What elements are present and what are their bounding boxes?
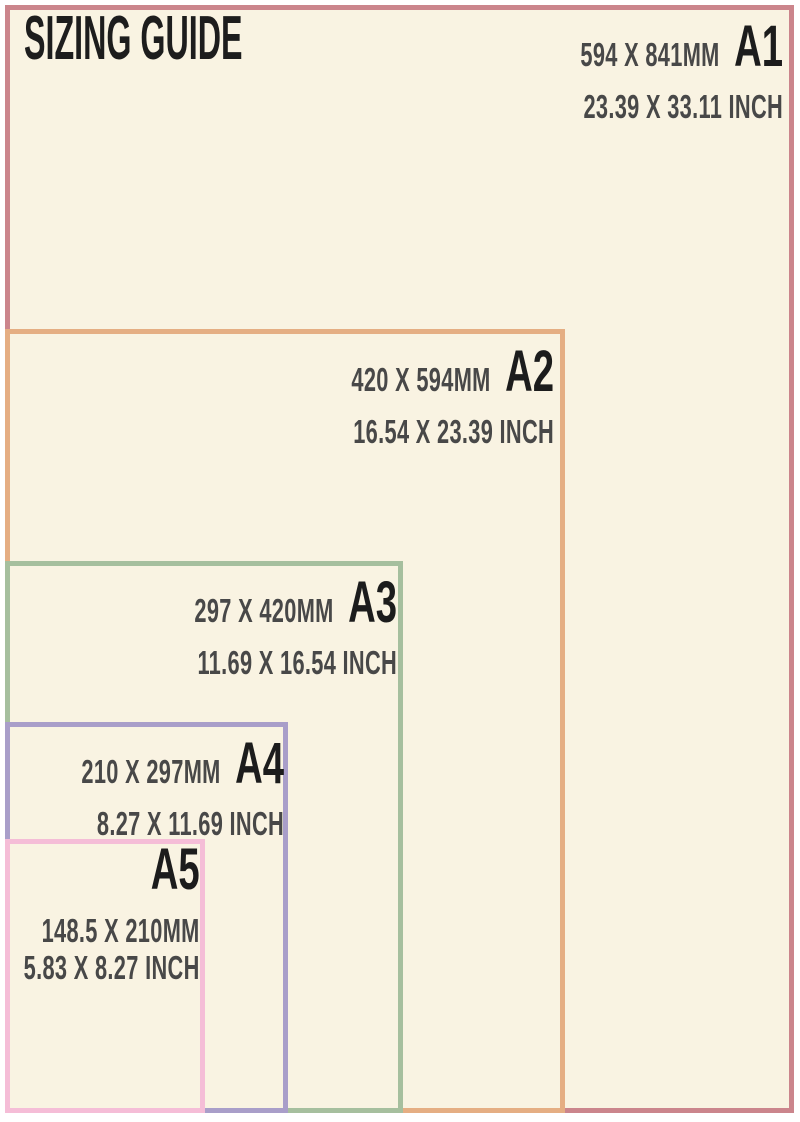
size-label-a2: 420 X 594MM A2 16.54 X 23.39 INCH bbox=[247, 343, 554, 450]
a5-inch-dimensions: 5.83 X 8.27 INCH bbox=[24, 949, 200, 986]
paper-outline-a5 bbox=[5, 839, 205, 1113]
a4-size-code: A4 bbox=[235, 731, 284, 796]
a5-size-code: A5 bbox=[151, 837, 200, 902]
a4-inch-dimensions: 8.27 X 11.69 INCH bbox=[96, 805, 284, 842]
size-label-a4: 210 X 297MM A4 8.27 X 11.69 INCH bbox=[0, 735, 284, 842]
a1-size-code: A1 bbox=[734, 14, 783, 79]
a3-inch-dimensions: 11.69 X 16.54 INCH bbox=[197, 644, 397, 681]
a3-mm-dimensions: 297 X 420MM bbox=[194, 592, 334, 629]
page-title-text: SIZING GUIDE bbox=[24, 4, 243, 73]
a2-size-code: A2 bbox=[505, 339, 554, 404]
size-label-a1: 594 X 841MM A1 23.39 X 33.11 INCH bbox=[476, 18, 783, 125]
a4-mm-dimensions: 210 X 297MM bbox=[81, 753, 221, 790]
a1-inch-dimensions: 23.39 X 33.11 INCH bbox=[583, 88, 783, 125]
a3-size-code: A3 bbox=[348, 570, 397, 635]
size-label-a3: 297 X 420MM A3 11.69 X 16.54 INCH bbox=[90, 574, 397, 681]
a2-inch-dimensions: 16.54 X 23.39 INCH bbox=[353, 413, 554, 450]
a2-mm-dimensions: 420 X 594MM bbox=[351, 361, 491, 398]
a1-mm-dimensions: 594 X 841MM bbox=[580, 36, 720, 73]
a5-mm-dimensions: 148.5 X 210MM bbox=[41, 912, 200, 949]
size-label-a5: A5 148.5 X 210MM 5.83 X 8.27 INCH bbox=[0, 841, 200, 986]
page-title: SIZING GUIDE bbox=[24, 8, 444, 70]
